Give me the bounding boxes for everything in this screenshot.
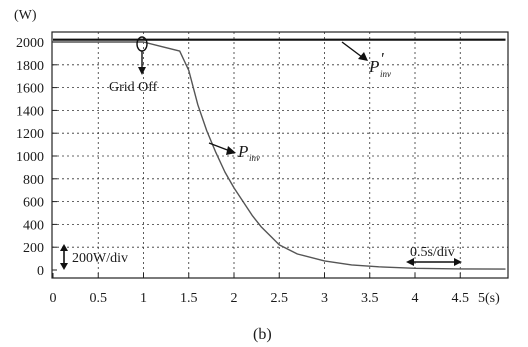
x-tick-label: 4.5	[452, 291, 470, 306]
p-inv-symbol: P	[237, 142, 248, 161]
y-tick-label: 200	[23, 241, 44, 256]
figure-caption: (b)	[253, 326, 272, 343]
series-lines	[53, 38, 506, 270]
x-tick-label: 0.5	[90, 291, 108, 306]
p-ref-arrowhead	[358, 52, 368, 61]
y-axis-unit: (W)	[14, 8, 37, 23]
x-tick-label: 0	[50, 291, 57, 306]
p-inv-arrowhead	[226, 146, 236, 155]
x-div-arrowhead-left	[406, 258, 414, 266]
y-tick-label: 400	[23, 218, 44, 233]
grid-off-label: Grid Off	[109, 80, 158, 95]
x-tick-label: 1.5	[180, 291, 198, 306]
y-tick-labels: 0 200 400 600 800 1000 1200 1400 1600 1800 2000	[16, 36, 44, 279]
y-tick-label: 0	[37, 264, 44, 279]
x-tick-label: 2.5	[271, 291, 289, 306]
y-div-arrowhead-up	[60, 244, 68, 251]
y-tick-label: 1000	[16, 150, 44, 165]
p-ref-arrow	[341, 41, 363, 58]
grid-lines	[52, 32, 508, 278]
p-ref-subscript: inv	[380, 69, 391, 79]
y-tick-label: 1200	[16, 127, 44, 142]
x-div-arrowhead-right	[454, 258, 462, 266]
x-div-label: 0.5s/div	[410, 245, 455, 260]
series-line-p-inv	[53, 41, 506, 270]
y-tick-label: 1800	[16, 59, 44, 74]
y-div-arrowhead-down	[60, 263, 68, 270]
y-div-label: 200W/div	[72, 251, 128, 266]
p-ref-symbol: P	[368, 57, 379, 76]
plot-frame	[51, 31, 509, 279]
y-tick-label: 800	[23, 173, 44, 188]
x-tick-label: 4	[412, 291, 419, 306]
tick-marks	[52, 41, 461, 278]
x-tick-label: 2	[231, 291, 238, 306]
x-tick-label: 1	[140, 291, 147, 306]
grid-off-arrowhead	[138, 67, 146, 75]
y-tick-label: 2000	[16, 36, 44, 51]
y-tick-label: 600	[23, 196, 44, 211]
x-tick-labels: 0 0.5 1 1.5 2 2.5 3 3.5 4 4.5	[50, 291, 470, 306]
p-inv-subscript: inv	[249, 153, 260, 163]
p-inv-arrow	[208, 142, 231, 152]
x-tick-label: 3	[321, 291, 328, 306]
p-ref-prime: '	[380, 49, 384, 68]
x-tick-label: 3.5	[361, 291, 379, 306]
y-tick-label: 1400	[16, 104, 44, 119]
x-axis-unit: 5(s)	[478, 291, 500, 306]
y-tick-label: 1600	[16, 82, 44, 97]
